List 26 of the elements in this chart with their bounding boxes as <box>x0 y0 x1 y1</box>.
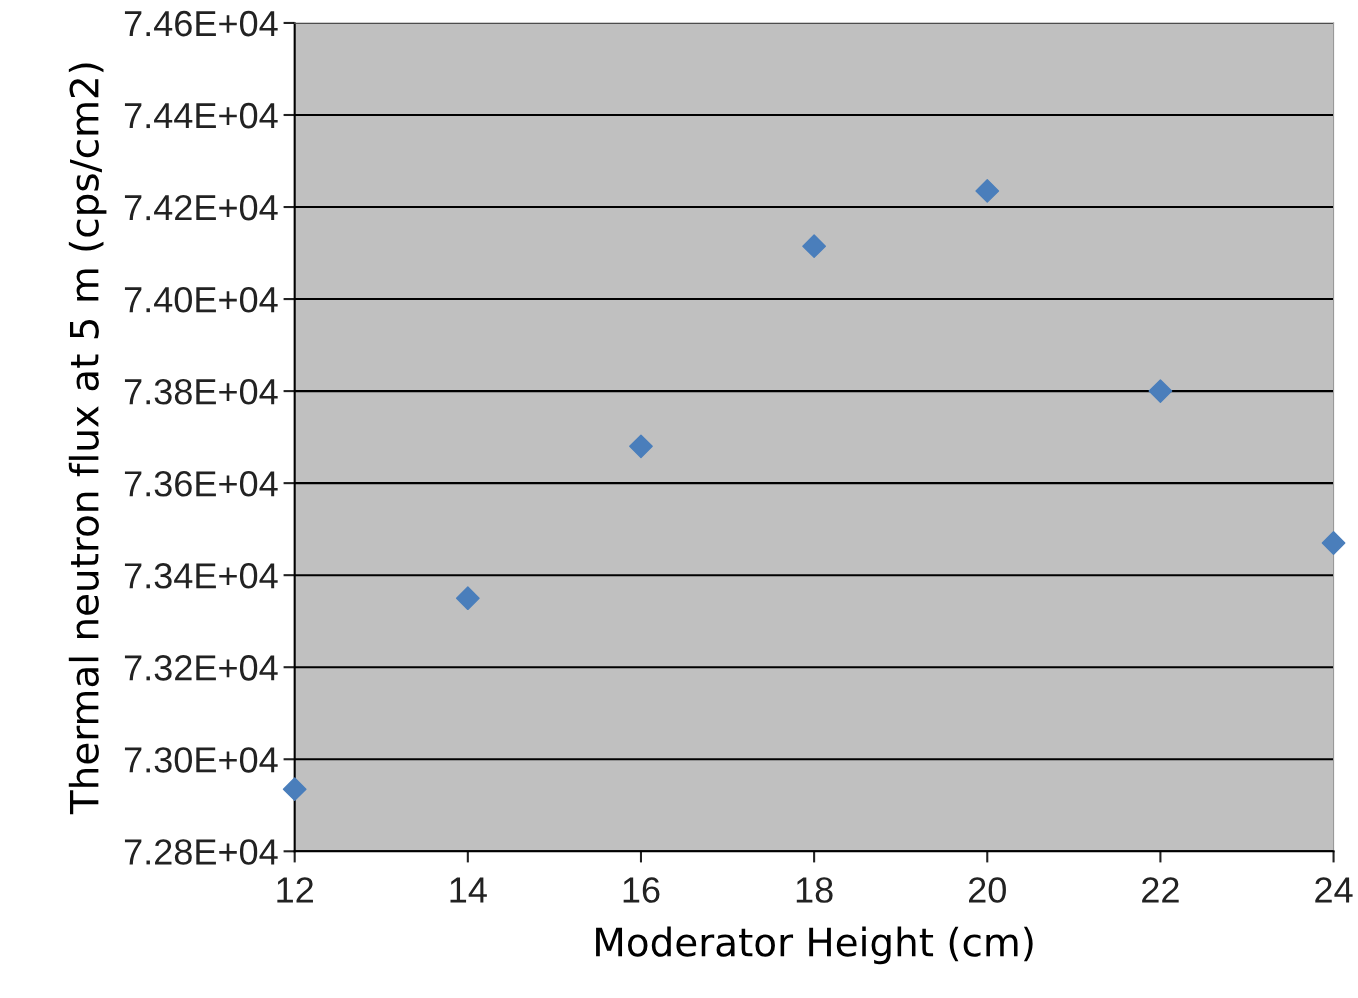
x-tick-label: 24 <box>1315 877 1353 903</box>
point <box>975 179 1000 203</box>
y-tick-label: 7.46E+04 <box>124 10 278 37</box>
y-tick-label: 7.32E+04 <box>124 655 278 681</box>
x-tick-label: 18 <box>796 877 833 903</box>
y-tick-label: 7.30E+04 <box>124 747 278 773</box>
x-tick-label: 20 <box>969 877 1006 903</box>
y-tick-label: 7.28E+04 <box>124 839 278 865</box>
point <box>629 434 653 459</box>
y-tick-label: 7.36E+04 <box>124 471 278 497</box>
y-tick-label: 7.40E+04 <box>124 286 278 313</box>
x-tick-label: 14 <box>450 877 487 903</box>
x-tick-label: 12 <box>277 877 313 903</box>
x-tick-label: 22 <box>1142 877 1179 903</box>
point <box>1148 379 1173 403</box>
y-tick-label: 7.38E+04 <box>124 378 278 405</box>
point <box>1321 531 1346 555</box>
point <box>802 234 827 259</box>
point <box>282 777 307 802</box>
y-axis-title: Thermal neutron flux at 5 m (cps/cm2) <box>68 63 107 815</box>
x-axis-title: Moderator Height (cm) <box>596 926 1033 965</box>
y-tick-label: 7.34E+04 <box>124 563 278 589</box>
point <box>455 586 480 611</box>
y-tick-label: 7.42E+04 <box>124 194 278 221</box>
x-tick-label: 16 <box>623 877 660 903</box>
y-tick-label: 7.44E+04 <box>124 102 278 129</box>
